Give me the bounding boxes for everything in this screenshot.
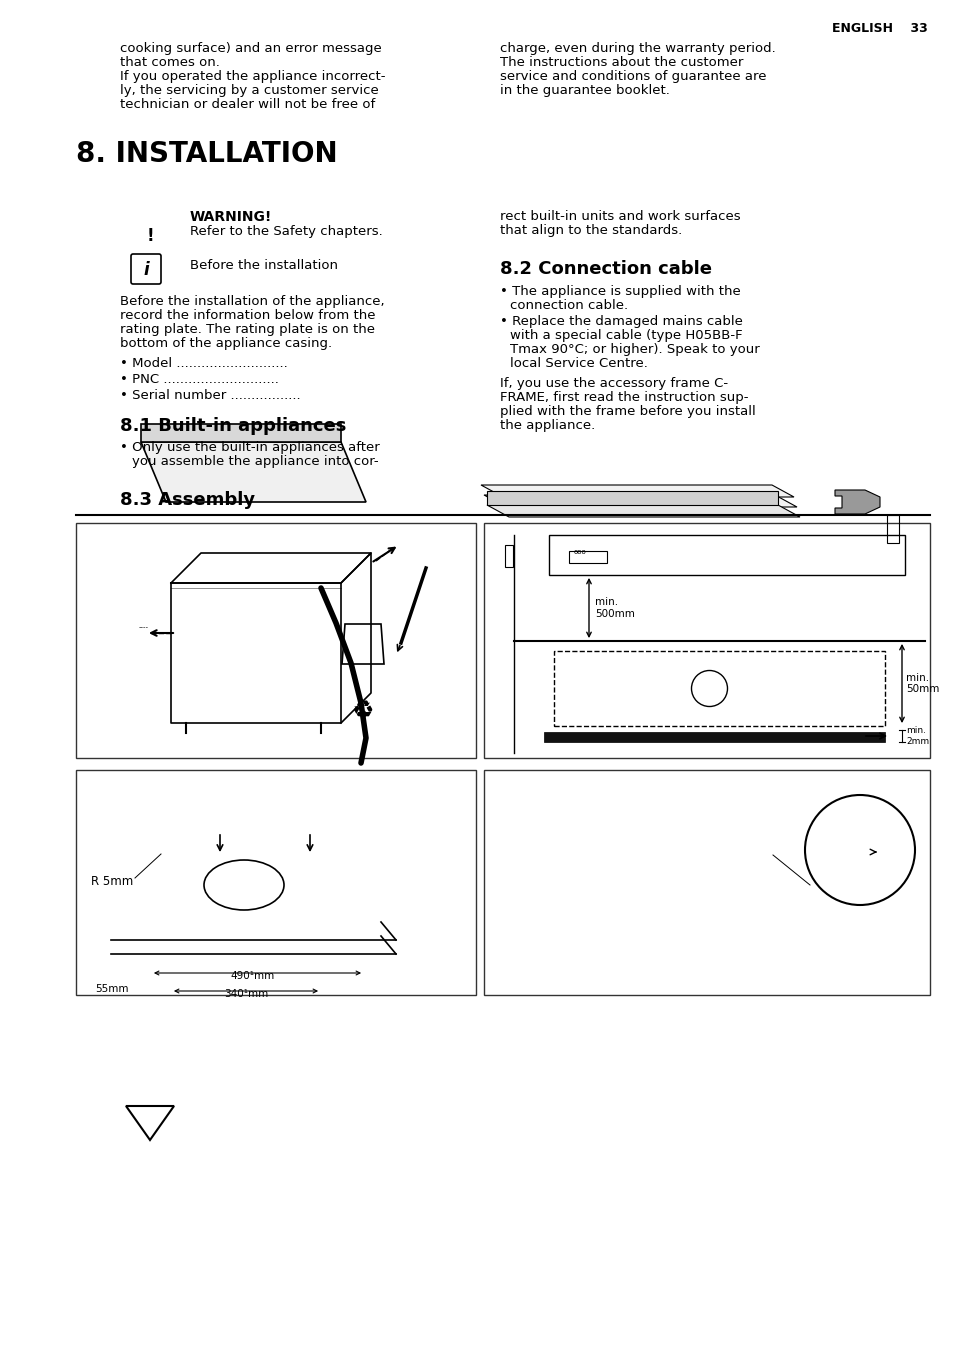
Text: min.
500mm: min. 500mm	[595, 598, 634, 619]
Text: connection cable.: connection cable.	[510, 299, 627, 312]
Text: ooo: ooo	[574, 549, 586, 556]
Text: If you operated the appliance incorrect-: If you operated the appliance incorrect-	[120, 70, 385, 82]
Text: charge, even during the warranty period.: charge, even during the warranty period.	[499, 42, 775, 55]
Polygon shape	[486, 491, 778, 506]
Polygon shape	[483, 495, 796, 507]
Text: ♻: ♻	[352, 699, 374, 723]
Text: WARNING!: WARNING!	[190, 210, 273, 224]
Text: plied with the frame before you install: plied with the frame before you install	[499, 406, 755, 418]
Text: rect built-in units and work surfaces: rect built-in units and work surfaces	[499, 210, 740, 223]
Text: The instructions about the customer: The instructions about the customer	[499, 55, 742, 69]
Text: • Serial number .................: • Serial number .................	[120, 389, 300, 402]
Text: with a special cable (type H05BB-F: with a special cable (type H05BB-F	[510, 329, 741, 342]
Text: 490¹mm: 490¹mm	[231, 971, 274, 982]
Bar	[568, 552, 606, 562]
Text: Tmax 90°C; or higher). Speak to your: Tmax 90°C; or higher). Speak to your	[510, 343, 759, 356]
Text: bottom of the appliance casing.: bottom of the appliance casing.	[120, 337, 332, 350]
Text: • PNC ............................: • PNC ............................	[120, 373, 278, 387]
Bar	[483, 771, 929, 995]
Bar	[76, 523, 476, 758]
Text: technician or dealer will not be free of: technician or dealer will not be free of	[120, 97, 375, 111]
Bar	[886, 515, 898, 544]
Text: ENGLISH    33: ENGLISH 33	[831, 22, 927, 35]
Text: record the information below from the: record the information below from the	[120, 310, 375, 322]
Bar	[76, 771, 476, 995]
Text: If, you use the accessory frame C-: If, you use the accessory frame C-	[499, 377, 727, 389]
Text: 8.2 Connection cable: 8.2 Connection cable	[499, 260, 711, 279]
Bar	[548, 535, 904, 575]
Text: • Only use the built-in appliances after: • Only use the built-in appliances after	[120, 441, 379, 454]
Text: local Service Centre.: local Service Centre.	[510, 357, 647, 370]
Text: that comes on.: that comes on.	[120, 55, 219, 69]
Bar	[554, 652, 884, 726]
Text: 8.1 Built-in appliances: 8.1 Built-in appliances	[120, 416, 346, 435]
Text: service and conditions of guarantee are: service and conditions of guarantee are	[499, 70, 765, 82]
Bar	[483, 523, 929, 758]
Text: !: !	[146, 227, 153, 245]
Text: cooking surface) and an error message: cooking surface) and an error message	[120, 42, 381, 55]
Text: Before the installation: Before the installation	[190, 260, 337, 272]
Text: • Model ...........................: • Model ...........................	[120, 357, 288, 370]
Text: rating plate. The rating plate is on the: rating plate. The rating plate is on the	[120, 323, 375, 337]
Text: 8.3 Assembly: 8.3 Assembly	[120, 491, 254, 508]
Text: 340¹mm: 340¹mm	[224, 990, 268, 999]
Text: FRAME, first read the instruction sup-: FRAME, first read the instruction sup-	[499, 391, 748, 404]
Polygon shape	[834, 489, 879, 514]
Text: you assemble the appliance into cor-: you assemble the appliance into cor-	[132, 456, 378, 468]
Polygon shape	[141, 442, 366, 502]
Polygon shape	[486, 506, 800, 516]
Text: min.
50mm: min. 50mm	[905, 673, 939, 695]
Text: 8. INSTALLATION: 8. INSTALLATION	[76, 141, 337, 168]
Polygon shape	[480, 485, 793, 498]
Circle shape	[804, 795, 914, 904]
Text: i: i	[143, 261, 149, 279]
Text: Refer to the Safety chapters.: Refer to the Safety chapters.	[190, 224, 382, 238]
Text: in the guarantee booklet.: in the guarantee booklet.	[499, 84, 669, 97]
Text: • Replace the damaged mains cable: • Replace the damaged mains cable	[499, 315, 742, 329]
Text: Before the installation of the appliance,: Before the installation of the appliance…	[120, 295, 384, 308]
Bar	[543, 731, 884, 742]
Text: ly, the servicing by a customer service: ly, the servicing by a customer service	[120, 84, 378, 97]
Text: R 5mm: R 5mm	[91, 875, 132, 888]
Polygon shape	[141, 425, 340, 442]
Text: min.
2mm: min. 2mm	[905, 726, 928, 746]
Text: 55mm: 55mm	[95, 984, 129, 994]
Polygon shape	[341, 625, 384, 664]
Text: ----: ----	[139, 625, 149, 630]
Text: that align to the standards.: that align to the standards.	[499, 224, 681, 237]
Bar	[504, 545, 513, 566]
Text: the appliance.: the appliance.	[499, 419, 595, 433]
Text: • The appliance is supplied with the: • The appliance is supplied with the	[499, 285, 740, 297]
